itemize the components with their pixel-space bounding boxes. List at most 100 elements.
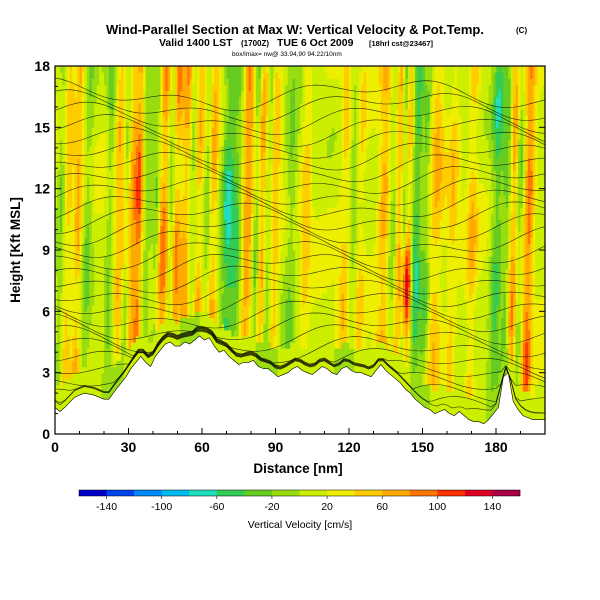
velocity-cell — [170, 115, 174, 122]
velocity-cell — [179, 78, 183, 85]
velocity-cell — [104, 164, 108, 171]
velocity-cell — [238, 158, 242, 165]
velocity-cell — [236, 225, 240, 233]
velocity-cell — [118, 66, 122, 73]
velocity-cell — [133, 335, 137, 343]
velocity-cell — [246, 84, 250, 92]
velocity-cell — [59, 84, 63, 92]
velocity-cell — [81, 121, 85, 128]
velocity-cell — [79, 243, 83, 251]
velocity-cell — [67, 292, 71, 300]
velocity-cell — [108, 84, 112, 92]
velocity-cell — [228, 256, 232, 263]
velocity-cell — [118, 342, 122, 349]
velocity-cell — [59, 164, 63, 171]
velocity-cell — [231, 102, 235, 110]
velocity-cell — [167, 96, 171, 104]
velocity-cell — [165, 311, 169, 319]
velocity-cell — [248, 90, 252, 98]
velocity-cell — [202, 78, 206, 85]
velocity-cell — [116, 348, 120, 355]
velocity-cell — [204, 286, 208, 294]
velocity-cell — [157, 158, 161, 165]
velocity-cell — [123, 323, 127, 331]
velocity-cell — [86, 170, 90, 177]
velocity-cell — [86, 200, 90, 208]
velocity-cell — [184, 292, 188, 300]
velocity-cell — [64, 219, 68, 227]
velocity-cell — [241, 274, 245, 282]
velocity-cell — [155, 292, 159, 300]
velocity-cell — [182, 256, 186, 263]
velocity-cell — [206, 176, 210, 184]
velocity-cell — [197, 280, 201, 288]
velocity-cell — [74, 158, 78, 165]
velocity-cell — [165, 127, 169, 135]
velocity-cell — [77, 292, 81, 300]
velocity-cell — [138, 262, 142, 269]
velocity-cell — [251, 108, 255, 116]
velocity-cell — [157, 268, 161, 276]
velocity-cell — [206, 237, 210, 245]
velocity-cell — [202, 268, 206, 276]
velocity-cell — [199, 133, 203, 141]
velocity-cell — [150, 194, 154, 202]
velocity-cell — [79, 262, 83, 269]
velocity-cell — [153, 317, 157, 325]
velocity-cell — [150, 158, 154, 165]
velocity-cell — [192, 317, 196, 325]
velocity-cell — [116, 207, 120, 214]
velocity-cell — [140, 311, 144, 319]
velocity-cell — [160, 274, 164, 282]
velocity-cell — [116, 292, 120, 300]
velocity-cell — [221, 164, 225, 171]
velocity-cell — [143, 133, 147, 141]
velocity-cell — [172, 268, 176, 276]
velocity-cell — [157, 164, 161, 171]
velocity-cell — [209, 194, 213, 202]
velocity-cell — [86, 366, 90, 374]
velocity-cell — [101, 145, 105, 153]
velocity-cell — [241, 323, 245, 331]
velocity-cell — [184, 231, 188, 239]
velocity-cell — [130, 84, 134, 92]
velocity-cell — [179, 102, 183, 110]
velocity-cell — [160, 158, 164, 165]
velocity-cell — [96, 139, 100, 147]
velocity-cell — [116, 323, 120, 331]
velocity-cell — [94, 139, 98, 147]
velocity-cell — [126, 78, 130, 85]
velocity-cell — [255, 66, 259, 73]
velocity-cell — [101, 170, 105, 177]
velocity-cell — [77, 213, 81, 220]
velocity-cell — [91, 108, 95, 116]
velocity-cell — [192, 280, 196, 288]
velocity-cell — [224, 243, 228, 251]
velocity-cell — [226, 299, 230, 306]
velocity-cell — [79, 372, 83, 380]
velocity-cell — [248, 207, 252, 214]
velocity-cell — [199, 145, 203, 153]
velocity-cell — [89, 225, 93, 233]
velocity-cell — [172, 262, 176, 269]
velocity-cell — [101, 354, 105, 361]
velocity-cell — [204, 262, 208, 269]
velocity-cell — [172, 317, 176, 325]
velocity-cell — [91, 262, 95, 269]
velocity-cell — [106, 243, 110, 251]
velocity-cell — [238, 354, 242, 361]
velocity-cell — [145, 292, 149, 300]
velocity-cell — [118, 329, 122, 337]
velocity-cell — [55, 237, 59, 245]
velocity-cell — [121, 256, 125, 263]
velocity-cell — [216, 66, 220, 73]
velocity-cell — [145, 145, 149, 153]
velocity-cell — [192, 188, 196, 196]
velocity-cell — [72, 286, 76, 294]
velocity-cell — [221, 268, 225, 276]
velocity-cell — [101, 200, 105, 208]
velocity-cell — [157, 280, 161, 288]
velocity-cell — [248, 84, 252, 92]
velocity-cell — [126, 158, 130, 165]
velocity-cell — [140, 133, 144, 141]
